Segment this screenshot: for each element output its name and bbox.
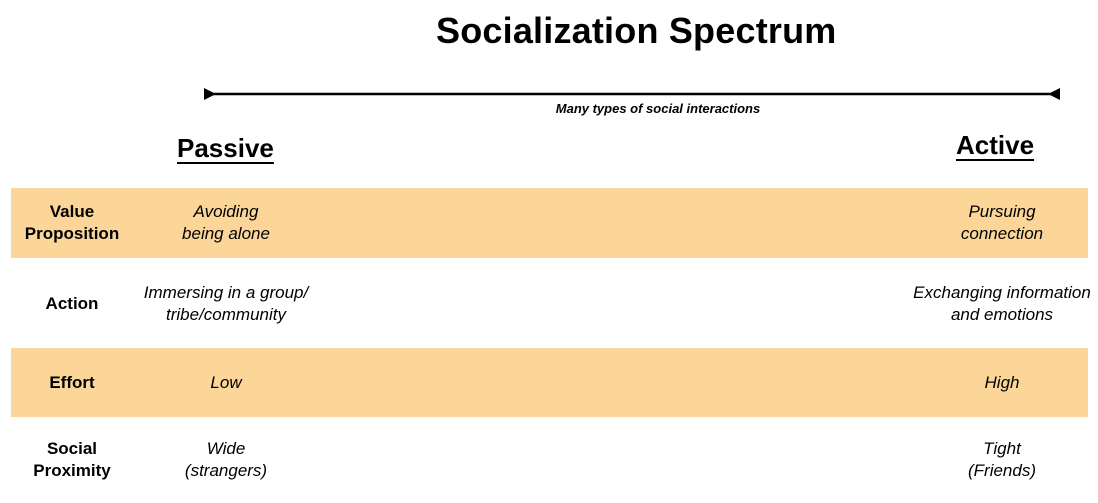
row-social-proximity: Social Proximity Wide (strangers) Tight … xyxy=(11,424,1088,496)
passive-value: Immersing in a group/ tribe/community xyxy=(143,283,309,324)
passive-value: Low xyxy=(210,372,242,392)
right-arrowhead-icon xyxy=(1048,88,1060,100)
row-label: Effort xyxy=(49,372,95,392)
row-label: Value Proposition xyxy=(24,202,120,243)
spectrum-caption: Many types of social interactions xyxy=(555,101,761,116)
row-value-proposition: Value Proposition Avoiding being alone P… xyxy=(11,188,1088,258)
row-label: Social Proximity xyxy=(33,439,111,480)
pole-passive: Passive xyxy=(177,133,274,163)
pole-active: Active xyxy=(956,130,1035,160)
row-action: Action Immersing in a group/ tribe/commu… xyxy=(11,268,1091,340)
left-arrowhead-icon xyxy=(204,88,216,100)
passive-value: Wide (strangers) xyxy=(184,439,268,480)
active-value: Pursuing connection xyxy=(960,202,1044,243)
diagram-title: Socialization Spectrum xyxy=(436,10,837,51)
row-effort: Effort Low High xyxy=(11,348,1088,417)
row-label: Action xyxy=(45,294,99,313)
passive-value: Avoiding being alone xyxy=(182,202,270,243)
active-value: Tight (Friends) xyxy=(967,439,1036,480)
active-value: Exchanging information and emotions xyxy=(913,283,1091,324)
active-value: High xyxy=(984,372,1020,392)
